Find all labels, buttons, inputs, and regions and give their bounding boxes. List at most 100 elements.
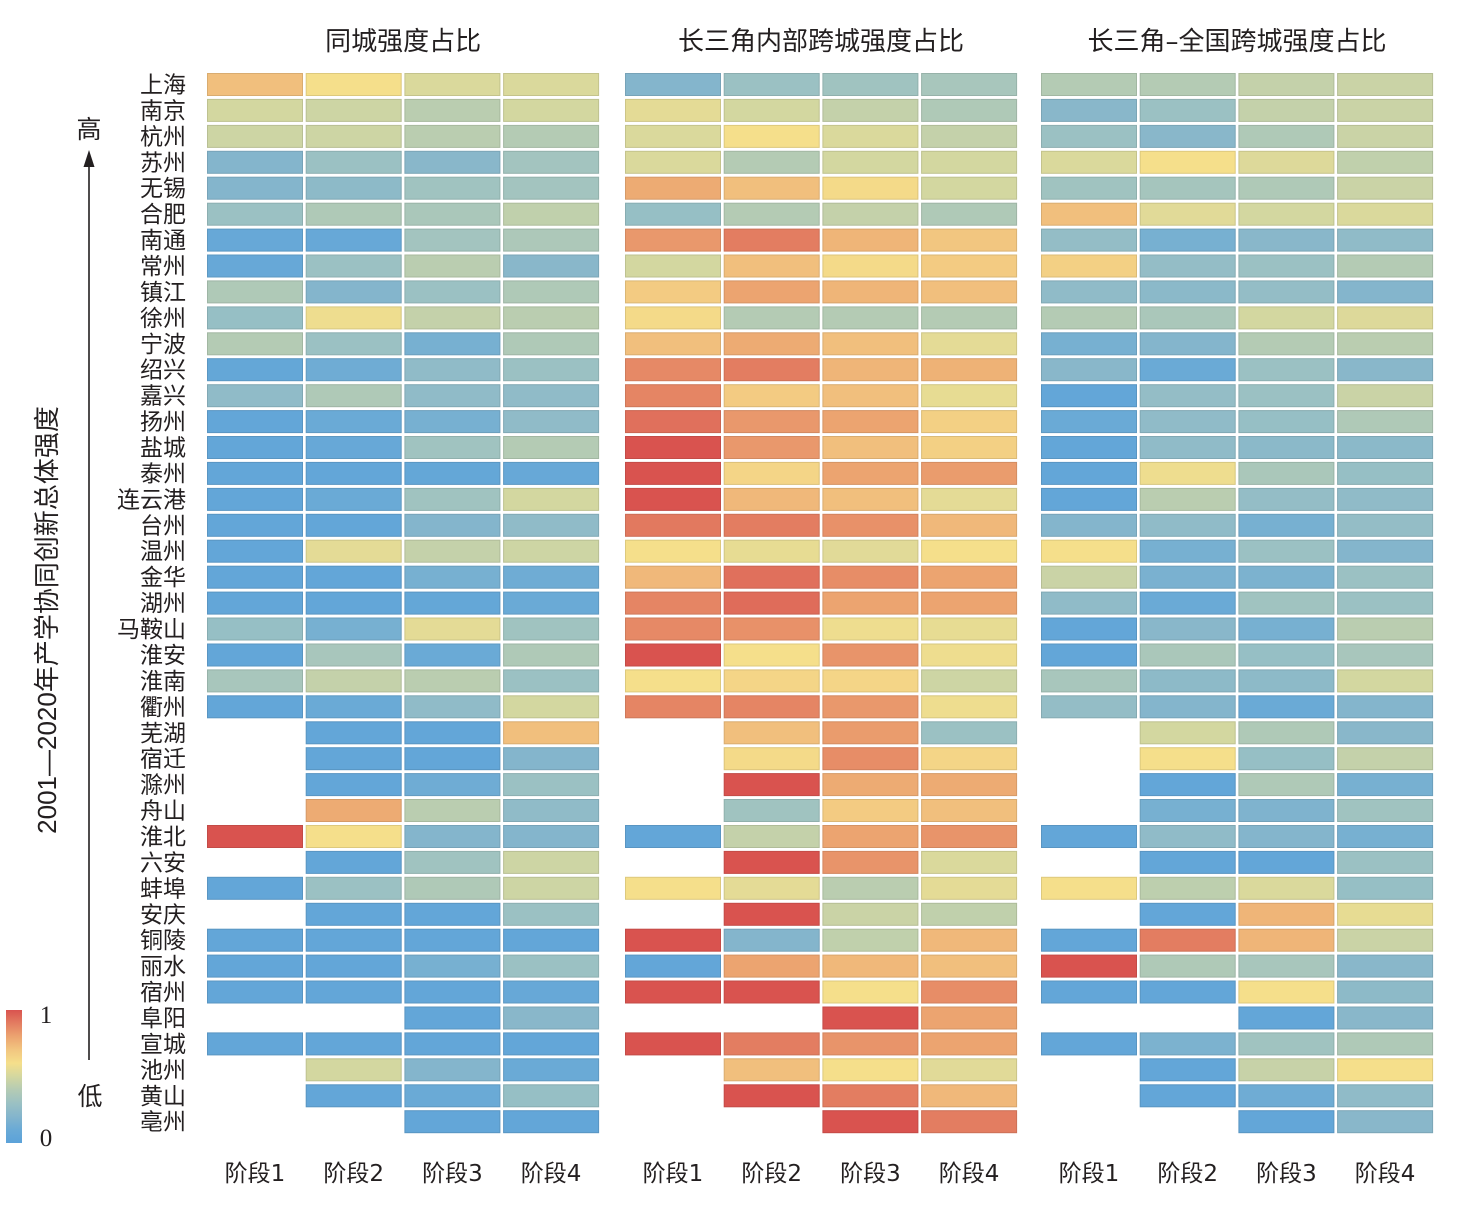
heatmap-cell: [822, 436, 919, 459]
heatmap-cell: [921, 1058, 1018, 1082]
heatmap-cell: [723, 98, 820, 122]
heatmap-cell: [1139, 721, 1236, 745]
heatmap-cell: [822, 1032, 919, 1056]
row-label: 台州: [140, 513, 186, 539]
heatmap-cell: [921, 1032, 1018, 1056]
heatmap-cell: [404, 617, 501, 641]
heatmap-cell: [503, 150, 600, 174]
heatmap-cell: [1041, 825, 1137, 848]
row-label: 滁州: [140, 773, 186, 799]
heatmap-cell: [404, 202, 501, 226]
heatmap-cell: [723, 461, 820, 485]
heatmap-cell: [207, 928, 303, 952]
heatmap-cell: [1041, 384, 1137, 408]
x-tick-label: 阶段3: [422, 1161, 483, 1187]
heatmap-cell: [1139, 513, 1236, 537]
heatmap-cell: [404, 773, 501, 797]
heatmap-cell: [1238, 73, 1335, 96]
heatmap-cell: [1238, 1006, 1335, 1030]
heatmap-cell: [1238, 1110, 1335, 1134]
heatmap-cell: [1041, 202, 1137, 226]
heatmap-cell: [404, 643, 501, 667]
heatmap-cell: [1139, 850, 1236, 874]
heatmap-cell: [921, 902, 1018, 926]
heatmap-cell: [1041, 280, 1137, 304]
heatmap-cell: [921, 73, 1018, 96]
heatmap-cell: [822, 850, 919, 874]
heatmap-cell: [207, 461, 303, 485]
heatmap-cell: [207, 98, 303, 122]
heatmap-cell: [404, 695, 501, 719]
heatmap-cell: [625, 306, 721, 330]
heatmap-cell: [1041, 73, 1137, 96]
heatmap-cell: [1139, 176, 1236, 200]
heatmap-cell: [305, 695, 402, 719]
row-label: 六安: [140, 850, 186, 876]
heatmap-cell: [1238, 384, 1335, 408]
heatmap-cell: [1238, 799, 1335, 822]
heatmap-cell: [305, 254, 402, 278]
heatmap-cell: [1238, 695, 1335, 719]
heatmap-cell: [822, 1110, 919, 1134]
heatmap-cell: [625, 176, 721, 200]
heatmap-cell: [625, 928, 721, 952]
heatmap-cell: [822, 73, 919, 96]
heatmap-cell: [723, 124, 820, 148]
heatmap-cell: [822, 980, 919, 1004]
heatmap-cell: [723, 591, 820, 615]
heatmap-cell: [1238, 721, 1335, 745]
heatmap-cell: [503, 1006, 600, 1030]
heatmap-cell: [1337, 332, 1434, 356]
heatmap-cell: [207, 617, 303, 641]
heatmap-cell: [404, 124, 501, 148]
heatmap-cell: [723, 202, 820, 226]
heatmap-cell: [404, 928, 501, 952]
heatmap-cell: [723, 150, 820, 174]
heatmap-cell: [404, 747, 501, 771]
heatmap-cell: [822, 513, 919, 537]
heatmap-cell: [404, 73, 501, 96]
heatmap-cell: [305, 280, 402, 304]
heatmap-cell: [503, 799, 600, 822]
heatmap-cell: [921, 98, 1018, 122]
heatmap-cell: [921, 461, 1018, 485]
heatmap-cell: [1139, 306, 1236, 330]
heatmap-cell: [404, 228, 501, 252]
row-label: 淮北: [140, 825, 186, 851]
heatmap-cell: [1139, 669, 1236, 693]
heatmap-cell: [305, 306, 402, 330]
heatmap-cell: [723, 410, 820, 434]
colorbar: 1 0: [6, 1002, 52, 1152]
heatmap-cell: [305, 850, 402, 874]
heatmap-cell: [723, 565, 820, 589]
heatmap-cell: [503, 436, 600, 459]
heatmap-cell: [1139, 565, 1236, 589]
heatmap-cell: [822, 928, 919, 952]
row-label: 阜阳: [140, 1006, 186, 1032]
heatmap-cell: [1337, 876, 1434, 900]
row-labels: 上海南京杭州苏州无锡合肥南通常州镇江徐州宁波绍兴嘉兴扬州盐城泰州连云港台州温州金…: [117, 73, 186, 1136]
heatmap-cell: [723, 850, 820, 874]
heatmap-cell: [1337, 1110, 1434, 1134]
heatmap-cell: [305, 747, 402, 771]
heatmap-cell: [625, 954, 721, 978]
heatmap-cell: [1337, 954, 1434, 978]
heatmap-cell: [305, 98, 402, 122]
heatmap-cell: [503, 825, 600, 848]
heatmap-cell: [1041, 669, 1137, 693]
heatmap-cell: [503, 747, 600, 771]
heatmap-cell: [404, 358, 501, 382]
heatmap-cell: [404, 384, 501, 408]
heatmap-cell: [723, 669, 820, 693]
row-label: 黄山: [140, 1084, 186, 1110]
heatmap-cell: [723, 539, 820, 563]
heatmap-cell: [503, 306, 600, 330]
heatmap-cell: [822, 280, 919, 304]
heatmap-cell: [1238, 954, 1335, 978]
heatmap-cell: [822, 643, 919, 667]
heatmap-cell: [1139, 280, 1236, 304]
heatmap-cell: [822, 747, 919, 771]
heatmap-cell: [503, 384, 600, 408]
x-tick-label: 阶段1: [1059, 1161, 1120, 1187]
